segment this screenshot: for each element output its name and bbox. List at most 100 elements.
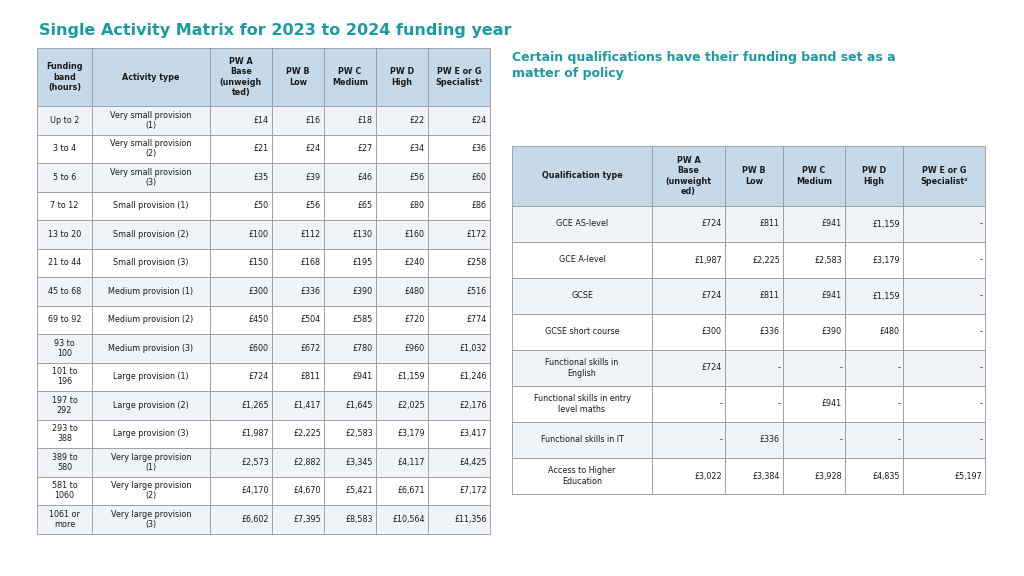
Bar [903, 242, 985, 278]
Bar [783, 146, 845, 206]
Bar [272, 305, 324, 334]
Bar [845, 314, 903, 350]
Text: £2,583: £2,583 [814, 256, 842, 264]
Bar [92, 391, 210, 419]
Bar [272, 419, 324, 448]
Text: -: - [897, 435, 900, 445]
Text: £7,172: £7,172 [459, 486, 487, 495]
Bar [428, 448, 490, 476]
Bar [324, 220, 376, 248]
Text: 93 to
100: 93 to 100 [54, 339, 75, 358]
Bar [324, 106, 376, 135]
Text: 197 to
292: 197 to 292 [51, 396, 78, 415]
Text: Functional skills in entry
level maths: Functional skills in entry level maths [534, 395, 631, 414]
Text: Very large provision
(2): Very large provision (2) [111, 481, 191, 501]
Bar [725, 350, 783, 386]
Bar [428, 248, 490, 277]
Bar [845, 146, 903, 206]
Bar [725, 206, 783, 242]
Bar [210, 48, 272, 106]
Text: £6,602: £6,602 [242, 515, 269, 524]
Text: Certain qualifications have their funding band set as a
matter of policy: Certain qualifications have their fundin… [512, 51, 896, 80]
Bar [376, 248, 428, 277]
Text: £168: £168 [301, 258, 321, 267]
Text: £672: £672 [301, 344, 321, 353]
Text: £300: £300 [249, 287, 269, 295]
Bar [428, 106, 490, 135]
Text: £160: £160 [406, 230, 425, 238]
Bar [376, 419, 428, 448]
Text: £112: £112 [301, 230, 321, 238]
Text: £172: £172 [467, 230, 487, 238]
Bar [324, 419, 376, 448]
Text: -: - [979, 219, 982, 229]
Text: -: - [897, 400, 900, 408]
Text: 581 to
1060: 581 to 1060 [51, 481, 78, 501]
Text: £1,417: £1,417 [294, 401, 321, 410]
Bar [210, 505, 272, 533]
Text: £5,197: £5,197 [954, 472, 982, 480]
Bar [783, 350, 845, 386]
Text: £1,987: £1,987 [242, 429, 269, 438]
Text: Activity type: Activity type [122, 73, 180, 81]
Bar [272, 476, 324, 505]
Text: £1,645: £1,645 [345, 401, 373, 410]
Bar [376, 277, 428, 305]
Text: -: - [979, 291, 982, 301]
Text: £2,573: £2,573 [242, 458, 269, 467]
Text: £811: £811 [760, 291, 780, 301]
Text: £35: £35 [254, 173, 269, 182]
Text: PW C
Medium: PW C Medium [796, 166, 831, 185]
Bar [272, 191, 324, 220]
Text: PW E or G
Specialist²: PW E or G Specialist² [921, 166, 968, 185]
Text: £2,583: £2,583 [345, 429, 373, 438]
Bar [92, 191, 210, 220]
Text: GCSE short course: GCSE short course [545, 328, 620, 336]
Text: £1,159: £1,159 [872, 219, 900, 229]
Text: £3,022: £3,022 [694, 472, 722, 480]
Text: £3,179: £3,179 [872, 256, 900, 264]
Bar [92, 277, 210, 305]
Bar [210, 191, 272, 220]
Bar [845, 206, 903, 242]
Text: £65: £65 [357, 201, 373, 210]
Bar [272, 135, 324, 163]
Text: £1,159: £1,159 [397, 372, 425, 381]
Text: £585: £585 [352, 315, 373, 324]
Text: £2,025: £2,025 [397, 401, 425, 410]
Bar [324, 191, 376, 220]
Text: Functional skills in IT: Functional skills in IT [541, 435, 624, 445]
Text: £258: £258 [467, 258, 487, 267]
Bar [512, 146, 652, 206]
Bar [272, 220, 324, 248]
Bar [92, 163, 210, 191]
Bar [210, 334, 272, 362]
Text: Small provision (2): Small provision (2) [114, 230, 188, 238]
Bar [324, 135, 376, 163]
Bar [725, 242, 783, 278]
Bar [37, 220, 92, 248]
Bar [725, 458, 783, 494]
Text: £941: £941 [353, 372, 373, 381]
Text: £941: £941 [822, 291, 842, 301]
Bar [37, 362, 92, 391]
Text: GCE A-level: GCE A-level [558, 256, 605, 264]
Text: Funding
band
(hours): Funding band (hours) [46, 62, 83, 92]
Text: PW C
Medium: PW C Medium [332, 67, 368, 87]
Text: £774: £774 [467, 315, 487, 324]
Text: £4,117: £4,117 [397, 458, 425, 467]
Bar [272, 277, 324, 305]
Bar [210, 248, 272, 277]
Bar [376, 505, 428, 533]
Bar [652, 386, 725, 422]
Bar [428, 48, 490, 106]
Bar [324, 48, 376, 106]
Text: PW E or G
Specialist¹: PW E or G Specialist¹ [435, 67, 482, 87]
Bar [903, 422, 985, 458]
Bar [428, 277, 490, 305]
Text: £480: £480 [406, 287, 425, 295]
Bar [725, 146, 783, 206]
Bar [652, 146, 725, 206]
Text: £22: £22 [410, 116, 425, 125]
Bar [272, 334, 324, 362]
